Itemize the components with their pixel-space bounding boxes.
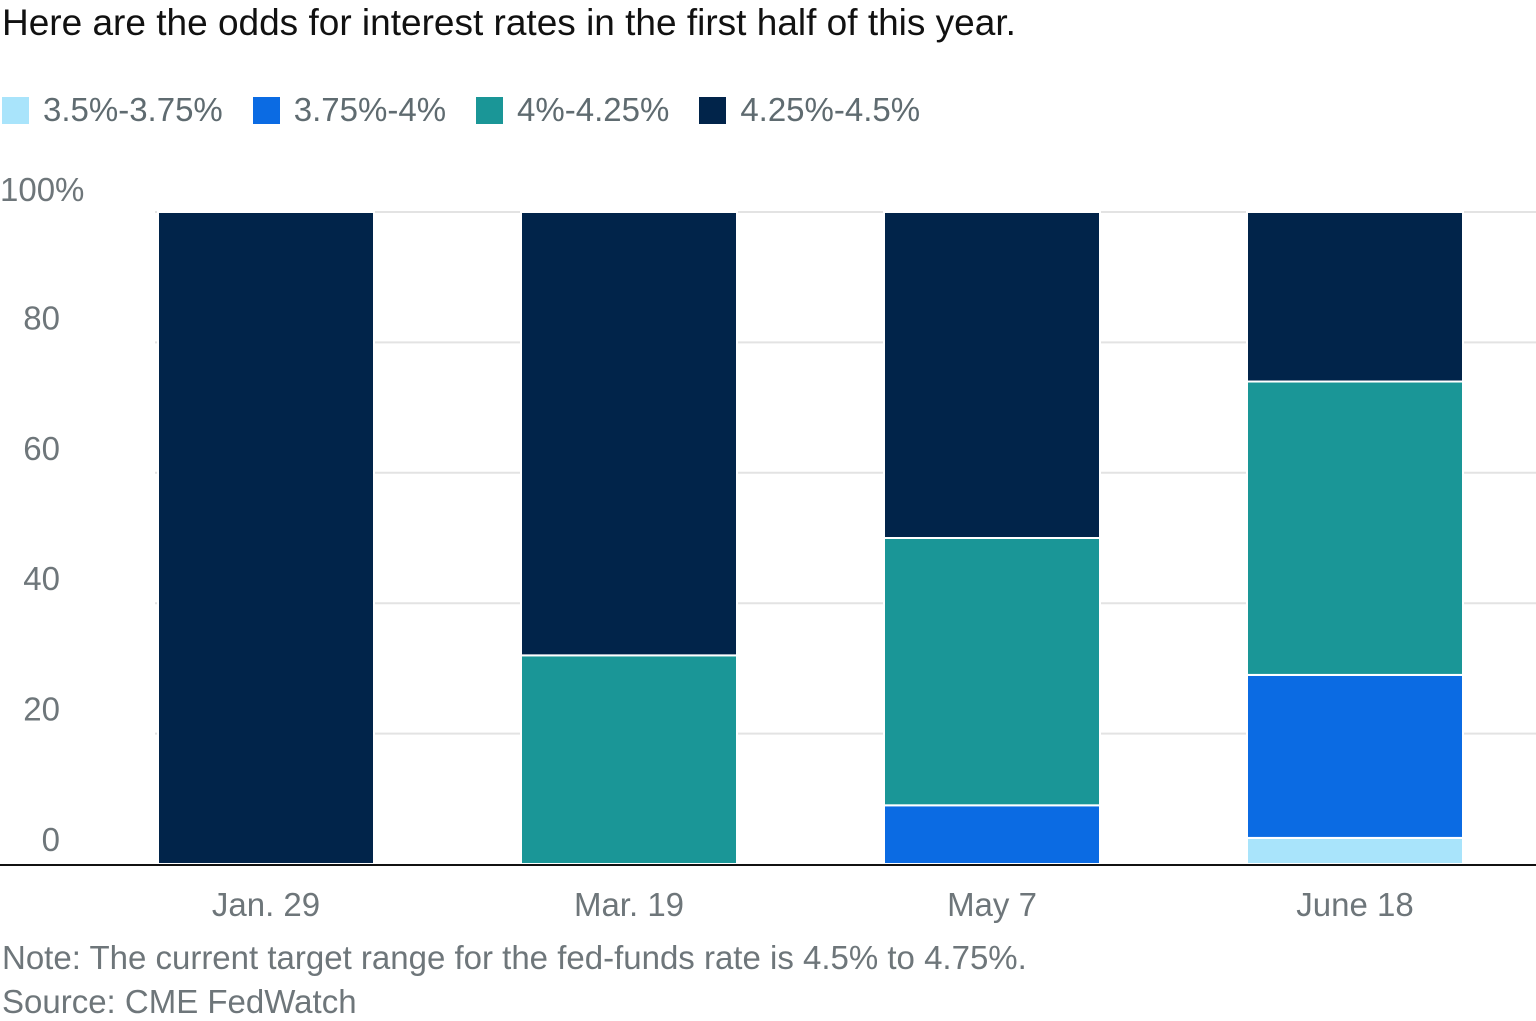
bars <box>157 211 1464 866</box>
legend-label-3-75-4: 3.75%-4% <box>293 91 447 128</box>
bar-segment <box>1246 211 1464 383</box>
x-tick-label: May 7 <box>947 886 1037 923</box>
bar-segment <box>520 211 738 657</box>
y-tick-label: 60 <box>23 430 60 467</box>
bar-segment <box>883 804 1101 866</box>
bar-segment <box>883 537 1101 807</box>
legend-label-4-25-4-5: 4.25%-4.5% <box>740 91 921 128</box>
y-tick-label: 80 <box>23 299 60 336</box>
x-tick-label: Mar. 19 <box>574 886 684 923</box>
legend-swatch-4-4-25 <box>476 96 504 124</box>
bar-segment <box>883 211 1101 539</box>
y-tick-label: 40 <box>23 560 60 597</box>
chart-note: Note: The current target range for the f… <box>2 939 1027 976</box>
legend-swatch-3-5-3-75 <box>2 96 29 124</box>
y-tick-label: 20 <box>23 691 60 728</box>
legend-label-4-4-25: 4%-4.25% <box>517 91 670 128</box>
bar-segment <box>520 654 738 865</box>
legend-item-3-5-3-75: 3.5%-3.75% <box>2 91 223 129</box>
x-tick-label: Jan. 29 <box>212 886 320 923</box>
legend-item-3-75-4: 3.75%-4% <box>252 91 447 129</box>
x-axis-ticks: Jan. 29 Mar. 19 May 7 June 18 <box>212 886 1414 923</box>
y-tick-label: 0 <box>42 821 60 858</box>
legend: 3.5%-3.75% 3.75%-4% 4%-4.25% 4.25%-4.5% <box>2 88 950 132</box>
legend-swatch-3-75-4 <box>252 96 280 124</box>
bar-segment <box>157 211 375 865</box>
chart-title: Here are the odds for interest rates in … <box>2 2 1016 43</box>
legend-swatch-4-25-4-5 <box>699 96 727 124</box>
x-tick-label: June 18 <box>1296 886 1413 923</box>
y-tick-label: 100% <box>0 171 84 208</box>
legend-label-3-5-3-75: 3.5%-3.75% <box>43 91 223 128</box>
bar-segment <box>1246 380 1464 676</box>
bar-segment <box>1246 836 1464 865</box>
bar-segment <box>1246 673 1464 839</box>
legend-item-4-25-4-5: 4.25%-4.5% <box>699 91 920 129</box>
legend-item-4-4-25: 4%-4.25% <box>476 91 669 129</box>
chart-source: Source: CME FedWatch <box>2 983 357 1020</box>
y-axis-ticks: 0 20 40 60 80 100% <box>0 171 84 858</box>
